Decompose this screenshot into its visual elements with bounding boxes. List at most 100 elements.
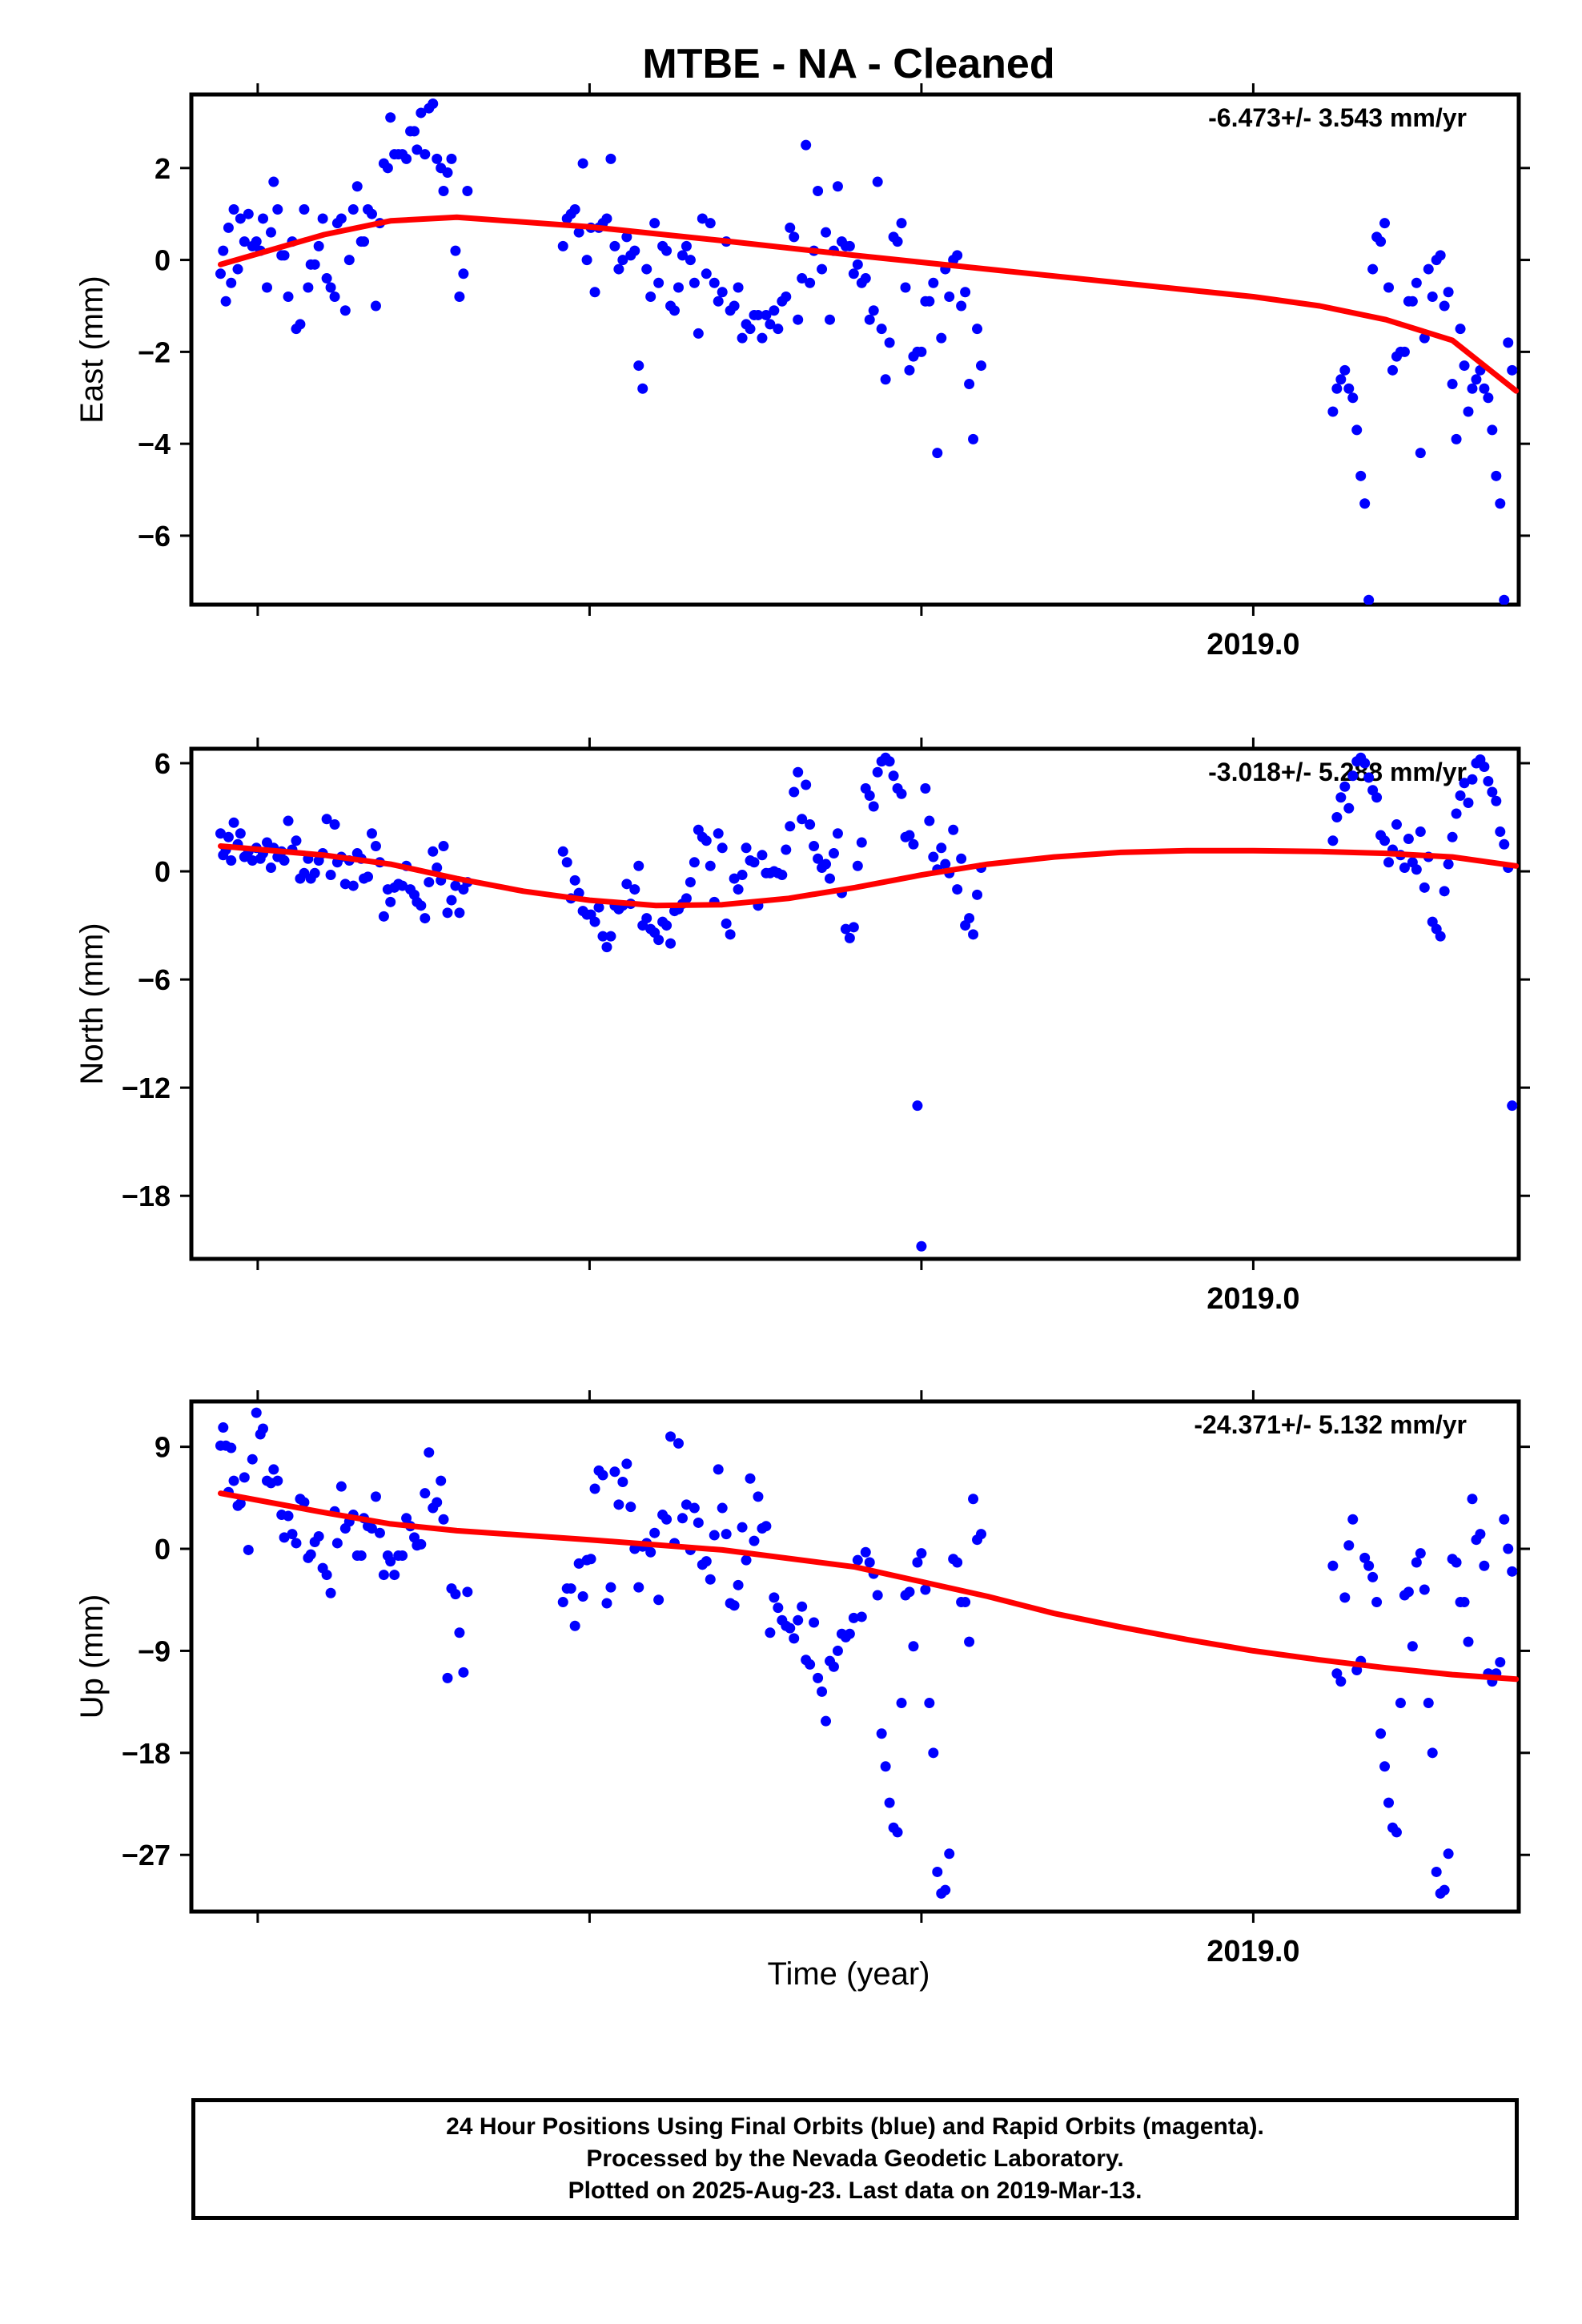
- data-point: [920, 1584, 931, 1595]
- data-point: [1491, 795, 1502, 806]
- data-point: [1375, 236, 1387, 247]
- y-tick-label: 0: [155, 1533, 171, 1566]
- data-point: [1439, 300, 1450, 312]
- data-point: [785, 1622, 796, 1634]
- data-point: [972, 324, 983, 335]
- data-point: [613, 263, 624, 275]
- data-point: [283, 292, 294, 303]
- y-tick-label: −6: [138, 520, 171, 553]
- fit-line: [218, 843, 1519, 909]
- data-point: [1379, 218, 1391, 229]
- data-point: [1359, 758, 1371, 769]
- data-point: [1459, 778, 1470, 789]
- data-point: [876, 324, 887, 335]
- data-point: [321, 273, 332, 284]
- data-point: [1339, 364, 1351, 376]
- data-point: [382, 163, 393, 174]
- data-point: [832, 1645, 843, 1656]
- data-point: [617, 255, 628, 266]
- data-point: [964, 913, 975, 924]
- data-point: [1407, 1641, 1418, 1652]
- data-point: [573, 227, 584, 238]
- data-point: [725, 929, 736, 940]
- data-point: [956, 853, 967, 864]
- data-point: [1503, 1543, 1514, 1554]
- data-point: [272, 1475, 283, 1486]
- data-point: [852, 860, 863, 871]
- data-point: [258, 1423, 269, 1434]
- data-point: [215, 828, 226, 839]
- data-point: [621, 1458, 632, 1470]
- data-point: [1363, 594, 1375, 605]
- data-point: [420, 913, 431, 924]
- data-point: [1479, 1560, 1490, 1571]
- data-point: [673, 282, 684, 293]
- data-point: [1463, 406, 1474, 417]
- footer-line-1: 24 Hour Positions Using Final Orbits (bl…: [446, 2113, 1264, 2140]
- data-point: [228, 203, 239, 215]
- data-point: [1423, 263, 1434, 275]
- data-point: [1399, 346, 1410, 357]
- data-point: [1431, 1866, 1442, 1877]
- data-point: [585, 1554, 596, 1565]
- data-point: [385, 1556, 396, 1567]
- data-point: [597, 931, 608, 942]
- data-point: [1363, 772, 1375, 783]
- data-point: [223, 831, 234, 842]
- data-point: [789, 786, 800, 798]
- plot-area: [215, 752, 1519, 1252]
- data-point: [749, 1535, 760, 1546]
- data-point: [359, 236, 370, 247]
- data-point: [339, 305, 351, 316]
- data-point: [1359, 498, 1371, 509]
- data-point: [347, 203, 359, 215]
- data-point: [717, 287, 728, 298]
- data-point: [844, 240, 855, 251]
- data-point: [335, 213, 347, 224]
- data-point: [450, 245, 461, 256]
- data-point: [805, 819, 816, 830]
- data-point: [1463, 798, 1474, 809]
- data-point: [868, 305, 879, 316]
- data-point: [617, 1477, 628, 1488]
- data-point: [321, 814, 332, 825]
- y-tick-label: −18: [122, 1180, 171, 1212]
- data-point: [693, 328, 704, 339]
- data-point: [1371, 792, 1383, 803]
- data-point: [701, 835, 712, 846]
- data-point: [701, 268, 712, 279]
- data-point: [1467, 1494, 1478, 1505]
- data-point: [932, 448, 943, 459]
- data-point: [860, 273, 871, 284]
- data-point: [424, 877, 435, 888]
- plot-area: [215, 1407, 1519, 1899]
- data-point: [661, 1514, 673, 1525]
- data-point: [729, 300, 740, 312]
- data-point: [952, 884, 963, 895]
- data-point: [928, 277, 939, 288]
- data-point: [438, 841, 449, 852]
- data-point: [968, 1494, 979, 1505]
- data-point: [781, 292, 792, 303]
- data-point: [223, 222, 234, 233]
- data-point: [1487, 786, 1498, 798]
- footer-line-2: Processed by the Nevada Geodetic Laborat…: [586, 2145, 1124, 2172]
- data-point: [832, 181, 843, 192]
- data-point: [589, 916, 600, 927]
- plot-frame: [189, 746, 1521, 1261]
- data-point: [283, 1510, 294, 1522]
- data-point: [908, 1641, 919, 1652]
- data-point: [1419, 332, 1430, 344]
- data-point: [892, 236, 903, 247]
- data-point: [1499, 838, 1510, 850]
- data-point: [1395, 1698, 1406, 1709]
- data-point: [597, 1470, 608, 1481]
- data-point: [247, 855, 258, 866]
- data-point: [813, 1672, 824, 1683]
- fit-line: [218, 1490, 1519, 1683]
- data-point: [331, 1538, 343, 1549]
- data-point: [378, 911, 389, 922]
- data-point: [908, 838, 919, 850]
- data-point: [884, 756, 895, 767]
- data-point: [1363, 1560, 1375, 1571]
